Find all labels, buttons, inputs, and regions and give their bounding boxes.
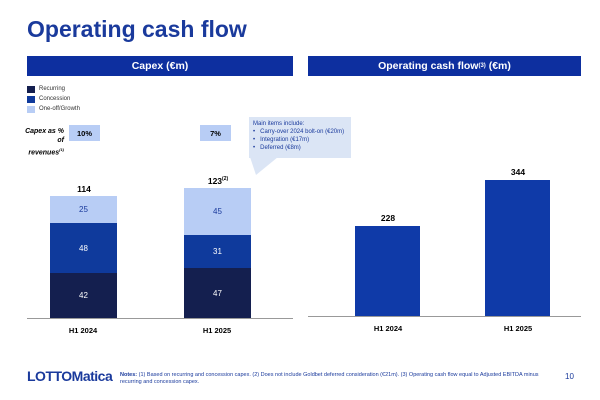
- bar-segment-one-off-growth: 45: [184, 187, 251, 236]
- legend-label: One-off/Growth: [39, 106, 80, 112]
- legend-item-recurring: Recurring: [27, 84, 80, 94]
- ocf-bar-label: 228: [380, 212, 396, 223]
- callout-item: Deferred (€8m): [253, 144, 347, 152]
- footnotes: Notes: (1) Based on recurring and conces…: [120, 372, 540, 386]
- legend-swatch: [27, 105, 35, 113]
- bar-total-label: 123(2): [183, 176, 253, 186]
- x-tick-label: H1 2024: [373, 324, 403, 333]
- capex-pct-text: Capex as % of revenues: [25, 128, 64, 157]
- footnote: (1): [59, 147, 64, 152]
- legend-item-oneoff: One-off/Growth: [27, 104, 80, 114]
- page-number: 10: [565, 372, 574, 381]
- capex-pct-2025: 7%: [200, 125, 231, 141]
- page-title: Operating cash flow: [27, 16, 247, 42]
- ocf-bar: [485, 180, 550, 316]
- callout-box: Main items include: Carry-over 2024 bolt…: [249, 117, 351, 158]
- callout-item: Integration (€17m): [253, 136, 347, 144]
- legend-swatch: [27, 95, 35, 103]
- legend-label: Recurring: [39, 86, 66, 92]
- bar-segment-concession: 31: [184, 235, 251, 269]
- capex-title: Capex (€m): [131, 60, 189, 72]
- legend: Recurring Concession One-off/Growth: [27, 84, 80, 114]
- bar-segment-concession: 48: [50, 222, 117, 274]
- bar-total-label: 114: [49, 184, 119, 194]
- legend-swatch: [27, 85, 35, 93]
- bar-segment-one-off-growth: 25: [50, 196, 117, 223]
- capex-pct-label: Capex as % of revenues(1): [22, 127, 64, 157]
- x-tick-label: H1 2025: [202, 326, 232, 335]
- legend-item-concession: Concession: [27, 94, 80, 104]
- notes-label: Notes:: [120, 372, 138, 378]
- bar-segment-recurring: 47: [184, 268, 251, 318]
- notes-text: (1) Based on recurring and concession ca…: [120, 372, 539, 385]
- callout-heading: Main items include:: [253, 121, 305, 127]
- legend-label: Concession: [39, 96, 71, 102]
- lottomatica-logo: LOTTOMatica: [27, 368, 113, 384]
- footnote: (2): [222, 175, 229, 182]
- ocf-axis: [308, 316, 581, 317]
- bar-segment-recurring: 42: [50, 273, 117, 318]
- ocf-bar-label: 344: [510, 167, 526, 178]
- ocf-footnote: (3): [478, 63, 486, 69]
- ocf-banner: Operating cash flow (3) (€m): [308, 56, 581, 76]
- ocf-title: Operating cash flow: [378, 60, 479, 72]
- capex-banner: Capex (€m): [27, 56, 293, 76]
- x-tick-label: H1 2024: [68, 326, 98, 335]
- ocf-title-suffix: (€m): [485, 60, 511, 72]
- capex-pct-2024: 10%: [69, 125, 100, 141]
- x-tick-label: H1 2025: [503, 324, 533, 333]
- callout-item: Carry-over 2024 bolt-on (€20m): [253, 128, 347, 136]
- total-value: 123: [207, 175, 223, 186]
- total-value: 114: [77, 184, 91, 195]
- capex-axis: [27, 318, 293, 319]
- callout-pointer: [250, 157, 278, 175]
- ocf-bar: [355, 225, 420, 316]
